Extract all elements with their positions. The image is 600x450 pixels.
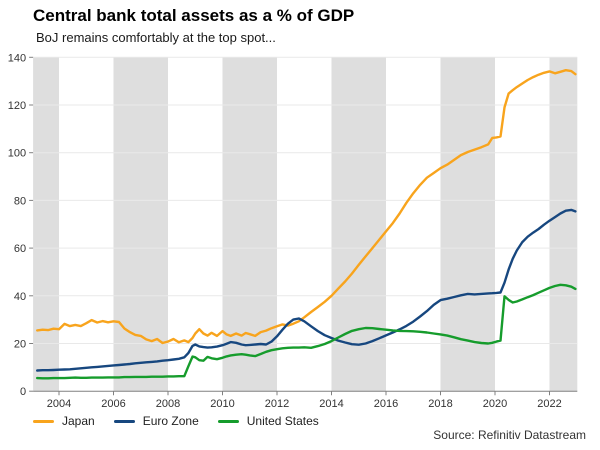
y-tick-label: 120 [8,100,26,112]
y-tick-label: 80 [14,195,26,207]
y-tick-label: 60 [14,243,26,255]
legend-item-euro-zone: Euro Zone [113,414,199,428]
source-credit: Source: Refinitiv Datastream [433,428,586,442]
legend-item-united-states: United States [217,414,319,428]
x-tick-label: 2004 [47,398,71,410]
x-tick-label: 2016 [374,398,398,410]
series-line-united-states [36,283,577,380]
legend-item-japan: Japan [33,414,95,428]
y-tick-label: 100 [8,148,26,160]
legend-swatch-japan [33,419,54,423]
x-tick-label: 2010 [210,398,234,410]
x-tick-label: 2020 [483,398,507,410]
chart-legend: Japan Euro Zone United States [33,414,319,428]
x-tick-label: 2008 [156,398,180,410]
legend-label-japan: Japan [62,414,95,428]
y-tick-label: 20 [14,339,26,351]
legend-label-euro-zone: Euro Zone [142,414,199,428]
x-tick-label: 2022 [537,398,561,410]
y-tick-label: 40 [14,291,26,303]
legend-swatch-united-states [217,419,239,423]
series-line-euro-zone [36,208,577,372]
y-tick-label: 0 [20,386,26,398]
x-tick-label: 2014 [319,398,343,410]
y-tick-label: 140 [8,52,26,64]
legend-swatch-euro-zone [113,419,135,423]
background-band [33,57,59,392]
x-tick-label: 2012 [265,398,289,410]
x-tick-label: 2018 [428,398,452,410]
chart-title: Central bank total assets as a % of GDP [33,6,355,25]
legend-label-united-states: United States [246,414,319,428]
x-tick-label: 2006 [101,398,125,410]
chart-subtitle: BoJ remains comfortably at the top spot.… [36,30,276,45]
background-band [549,57,578,392]
